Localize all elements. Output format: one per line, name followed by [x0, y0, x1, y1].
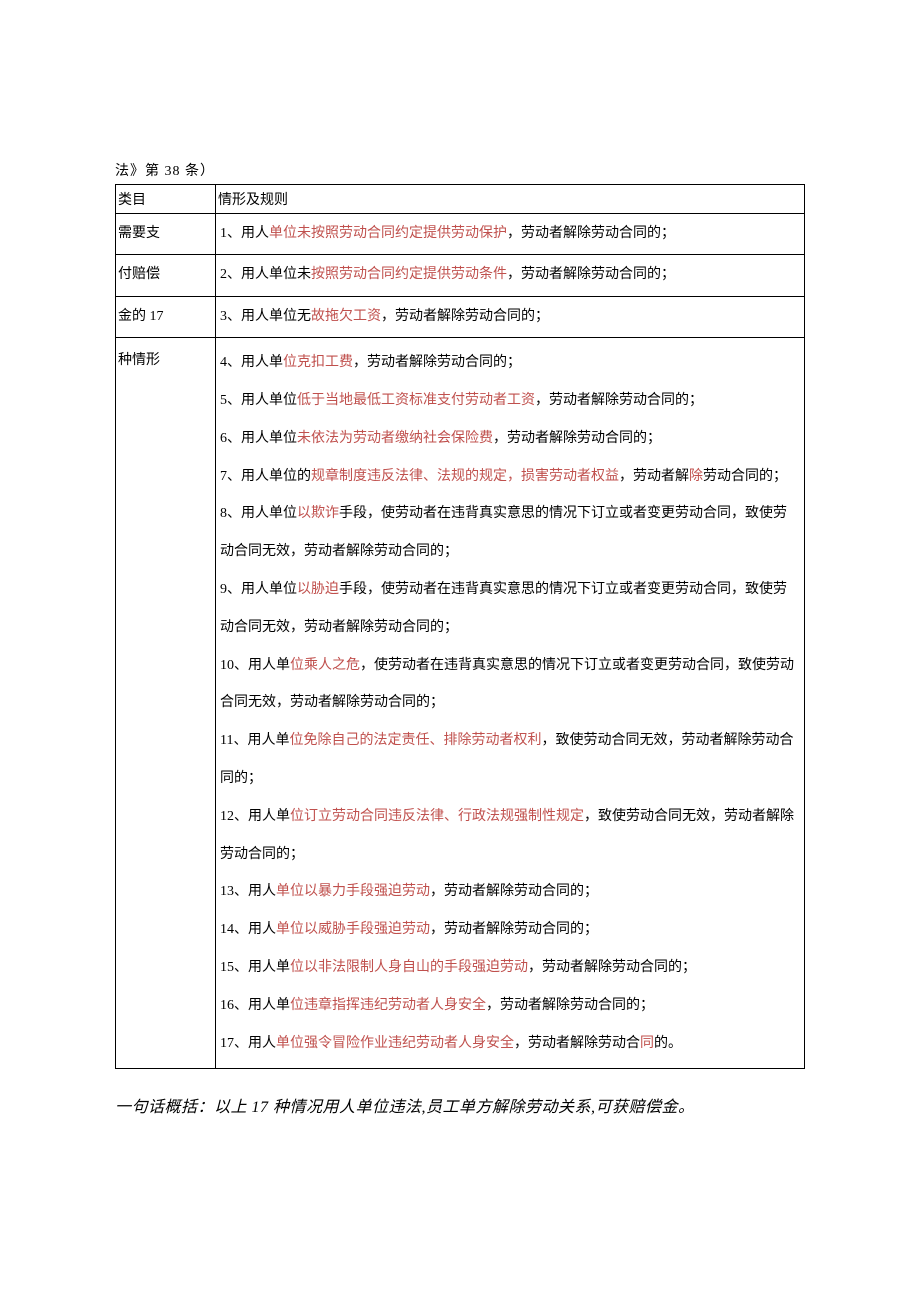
- table-row: 金的 17 3、用人单位无故拖欠工资，劳动者解除劳动合同的；: [116, 296, 805, 337]
- category-cell-3: 金的 17: [116, 296, 216, 337]
- table-row: 需要支 1、用人单位未按照劳动合同约定提供劳动保护，劳动者解除劳动合同的；: [116, 214, 805, 255]
- category-cell-2: 付赔偿: [116, 255, 216, 296]
- header-left: 类目: [116, 185, 216, 214]
- rule-cell-3: 3、用人单位无故拖欠工资，劳动者解除劳动合同的；: [216, 296, 805, 337]
- summary-text: 一句话概括：以上 17 种情况用人单位违法,员工单方解除劳动关系,可获赔偿金。: [115, 1093, 805, 1117]
- table-row: 种情形 4、用人单位克扣工费，劳动者解除劳动合同的；5、用人单位低于当地最低工资…: [116, 338, 805, 1069]
- table-header-row: 类目 情形及规则: [116, 185, 805, 214]
- rule-cell-2: 2、用人单位未按照劳动合同约定提供劳动条件，劳动者解除劳动合同的；: [216, 255, 805, 296]
- pre-text: 法》第 38 条）: [115, 160, 805, 180]
- rule-cell-4to17: 4、用人单位克扣工费，劳动者解除劳动合同的；5、用人单位低于当地最低工资标准支付…: [216, 338, 805, 1069]
- table-row: 付赔偿 2、用人单位未按照劳动合同约定提供劳动条件，劳动者解除劳动合同的；: [116, 255, 805, 296]
- header-right: 情形及规则: [216, 185, 805, 214]
- category-cell-4: 种情形: [116, 338, 216, 1069]
- rules-table: 类目 情形及规则 需要支 1、用人单位未按照劳动合同约定提供劳动保护，劳动者解除…: [115, 184, 805, 1069]
- category-cell-1: 需要支: [116, 214, 216, 255]
- rule-cell-1: 1、用人单位未按照劳动合同约定提供劳动保护，劳动者解除劳动合同的；: [216, 214, 805, 255]
